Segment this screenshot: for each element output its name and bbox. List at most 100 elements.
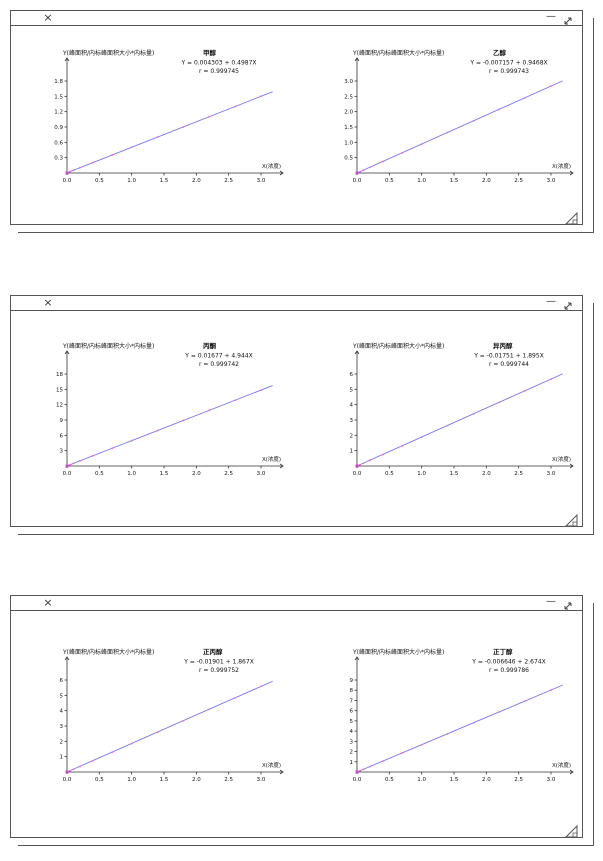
- page-corner-fold-icon[interactable]: [564, 210, 578, 229]
- calibration-chart: Y(峰面积/内标峰面积大小*内标量) 异丙醇 Y = -0.01751 + 1.89…: [341, 338, 581, 490]
- svg-text:5: 5: [60, 693, 64, 699]
- svg-text:5: 5: [350, 719, 354, 725]
- svg-text:8: 8: [350, 688, 354, 694]
- svg-text:0.5: 0.5: [344, 156, 353, 162]
- diagonal-resize-icon[interactable]: [562, 297, 574, 310]
- close-icon[interactable]: ×: [43, 296, 53, 309]
- svg-text:1.0: 1.0: [417, 777, 426, 783]
- svg-text:X(浓度): X(浓度): [552, 455, 571, 463]
- svg-text:3.0: 3.0: [257, 471, 266, 477]
- svg-text:9: 9: [350, 678, 354, 684]
- svg-text:2.0: 2.0: [192, 471, 201, 477]
- window-frame: × — Y(峰面积/内标峰面积大小*内标量) 正丙醇 Y = -0.01901 + …: [10, 595, 583, 838]
- minimize-icon[interactable]: —: [546, 11, 556, 22]
- svg-text:甲醇: 甲醇: [203, 48, 217, 57]
- svg-text:12: 12: [56, 403, 63, 409]
- svg-text:1.5: 1.5: [344, 125, 353, 131]
- calibration-chart: Y(峰面积/内标峰面积大小*内标量) 正丙醇 Y = -0.01901 + 1.86…: [51, 644, 291, 796]
- svg-text:r = 0.999752: r = 0.999752: [199, 667, 239, 674]
- svg-text:X(浓度): X(浓度): [262, 162, 281, 170]
- calibration-chart: Y(峰面积/内标峰面积大小*内标量) 乙醇 Y = -0.007157 + 0.94…: [341, 45, 581, 197]
- svg-text:1.0: 1.0: [344, 140, 353, 146]
- minimize-icon[interactable]: —: [546, 296, 556, 307]
- svg-text:异丙醇: 异丙醇: [493, 341, 513, 350]
- titlebar: × —: [11, 596, 582, 611]
- svg-text:3: 3: [350, 739, 354, 745]
- svg-text:9: 9: [60, 418, 64, 424]
- svg-text:正丙醇: 正丙醇: [203, 647, 223, 656]
- svg-text:0.0: 0.0: [63, 178, 72, 184]
- svg-text:6: 6: [350, 709, 354, 715]
- svg-text:1.0: 1.0: [127, 777, 136, 783]
- svg-text:1.5: 1.5: [160, 777, 169, 783]
- svg-text:Y = -0.01901 + 1.867X: Y = -0.01901 + 1.867X: [183, 659, 254, 666]
- svg-text:0.0: 0.0: [63, 777, 72, 783]
- titlebar: × —: [11, 11, 582, 26]
- calibration-window-2: × — Y(峰面积/内标峰面积大小*内标量) 丙酮 Y = 0.01677 + 4.…: [10, 295, 594, 535]
- svg-text:7: 7: [350, 698, 354, 704]
- svg-text:2: 2: [350, 433, 354, 439]
- svg-text:2.5: 2.5: [344, 94, 353, 100]
- svg-text:Y = -0.006646 + 2.674X: Y = -0.006646 + 2.674X: [471, 659, 545, 666]
- svg-text:2.0: 2.0: [482, 777, 491, 783]
- svg-text:6: 6: [350, 372, 354, 378]
- svg-text:2.5: 2.5: [514, 471, 523, 477]
- svg-text:乙醇: 乙醇: [493, 48, 507, 57]
- svg-text:0.9: 0.9: [54, 125, 63, 131]
- svg-text:3.0: 3.0: [547, 777, 556, 783]
- svg-text:0.5: 0.5: [385, 178, 394, 184]
- svg-text:2.5: 2.5: [224, 471, 233, 477]
- svg-text:0.5: 0.5: [95, 777, 104, 783]
- calibration-chart: Y(峰面积/内标峰面积大小*内标量) 正丁醇 Y = -0.006646 + 2.6…: [341, 644, 581, 796]
- svg-text:r = 0.999742: r = 0.999742: [199, 361, 239, 368]
- svg-text:Y(峰面积/内标峰面积大小*内标量): Y(峰面积/内标峰面积大小*内标量): [62, 648, 154, 656]
- svg-text:2.5: 2.5: [514, 777, 523, 783]
- svg-text:Y(峰面积/内标峰面积大小*内标量): Y(峰面积/内标峰面积大小*内标量): [352, 342, 444, 350]
- svg-text:2: 2: [350, 750, 354, 756]
- svg-text:1.0: 1.0: [127, 471, 136, 477]
- svg-text:2.5: 2.5: [224, 178, 233, 184]
- svg-text:Y(峰面积/内标峰面积大小*内标量): Y(峰面积/内标峰面积大小*内标量): [62, 49, 154, 57]
- window-frame: × — Y(峰面积/内标峰面积大小*内标量) 甲醇 Y = 0.004303 + 0…: [10, 10, 583, 225]
- svg-text:X(浓度): X(浓度): [262, 761, 281, 769]
- svg-text:r = 0.999786: r = 0.999786: [489, 667, 529, 674]
- svg-text:Y = 0.01677 + 4.944X: Y = 0.01677 + 4.944X: [184, 353, 252, 360]
- svg-text:4: 4: [350, 729, 354, 735]
- svg-text:2.5: 2.5: [224, 777, 233, 783]
- svg-text:2.0: 2.0: [192, 777, 201, 783]
- svg-text:0.0: 0.0: [353, 471, 362, 477]
- svg-text:6: 6: [60, 433, 64, 439]
- diagonal-resize-icon[interactable]: [562, 597, 574, 610]
- svg-text:4: 4: [350, 403, 354, 409]
- page-corner-fold-icon[interactable]: [564, 823, 578, 842]
- svg-text:1.0: 1.0: [417, 178, 426, 184]
- svg-text:1.5: 1.5: [450, 777, 459, 783]
- svg-text:2.0: 2.0: [482, 178, 491, 184]
- svg-text:18: 18: [56, 372, 63, 378]
- diagonal-resize-icon[interactable]: [562, 12, 574, 25]
- svg-text:0.5: 0.5: [385, 471, 394, 477]
- minimize-icon[interactable]: —: [546, 596, 556, 607]
- svg-text:0.0: 0.0: [63, 471, 72, 477]
- svg-text:6: 6: [60, 678, 64, 684]
- svg-text:0.5: 0.5: [95, 471, 104, 477]
- svg-text:3: 3: [60, 724, 64, 730]
- svg-text:r = 0.999743: r = 0.999743: [489, 68, 529, 75]
- svg-text:3.0: 3.0: [344, 79, 353, 85]
- close-icon[interactable]: ×: [43, 596, 53, 609]
- calibration-window-1: × — Y(峰面积/内标峰面积大小*内标量) 甲醇 Y = 0.004303 + 0…: [10, 10, 594, 233]
- svg-text:1.0: 1.0: [127, 178, 136, 184]
- svg-text:0.3: 0.3: [54, 156, 63, 162]
- svg-text:X(浓度): X(浓度): [262, 455, 281, 463]
- svg-text:1.5: 1.5: [160, 471, 169, 477]
- svg-text:15: 15: [56, 387, 63, 393]
- svg-text:0.5: 0.5: [95, 178, 104, 184]
- close-icon[interactable]: ×: [43, 11, 53, 24]
- svg-text:X(浓度): X(浓度): [552, 162, 571, 170]
- page-corner-fold-icon[interactable]: [564, 512, 578, 531]
- svg-text:0.0: 0.0: [353, 777, 362, 783]
- svg-text:Y(峰面积/内标峰面积大小*内标量): Y(峰面积/内标峰面积大小*内标量): [62, 342, 154, 350]
- svg-text:Y = -0.01751 + 1.895X: Y = -0.01751 + 1.895X: [473, 353, 544, 360]
- svg-text:1.8: 1.8: [54, 79, 63, 85]
